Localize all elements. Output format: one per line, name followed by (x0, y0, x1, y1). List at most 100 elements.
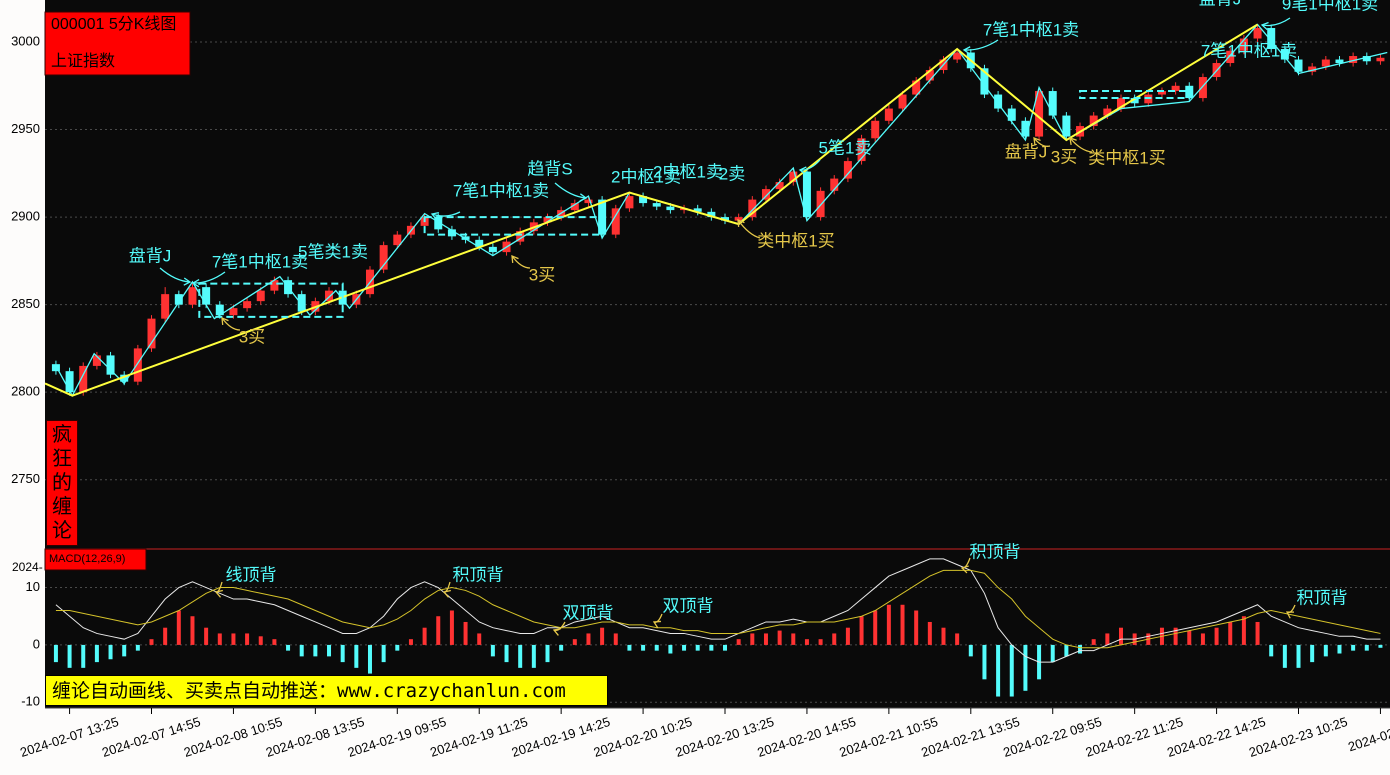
macd-bar (1364, 644, 1369, 651)
annotation-arrow (221, 317, 241, 331)
annotation: 9笔1中枢1卖 (1282, 0, 1378, 13)
candle-body (980, 68, 989, 95)
annotation-arrowhead (552, 628, 561, 636)
candle-body (147, 318, 156, 349)
plot-background (45, 0, 1390, 708)
candle-body (79, 365, 88, 393)
candle-body (871, 120, 880, 139)
candle-body (1294, 59, 1303, 72)
macd-bar (832, 633, 837, 645)
macd-bar (927, 621, 932, 645)
pivot-box (198, 282, 344, 318)
macd-bar (1091, 639, 1096, 645)
candle-body (611, 208, 620, 235)
candle-body (1239, 38, 1248, 51)
title-box (44, 11, 191, 76)
candle-body (65, 371, 74, 393)
annotation: 7笔1中枢1卖 (1201, 41, 1297, 60)
pivot-box (1079, 90, 1191, 100)
annotation-arrowhead (798, 166, 807, 175)
candle-body (270, 280, 279, 291)
macd-bar (600, 627, 605, 645)
macd-title-box (44, 548, 147, 571)
candle-body (379, 245, 388, 270)
macd-bar (709, 644, 714, 651)
macd-bar (299, 644, 304, 657)
annotation-arrow (1069, 137, 1093, 153)
macd-bar (1050, 644, 1055, 663)
macd-bar (518, 644, 523, 668)
macd-bar (1310, 644, 1315, 663)
candle-body (488, 246, 497, 253)
candle-body (1171, 85, 1180, 92)
candle-body (1089, 115, 1098, 127)
macd-bar (1255, 621, 1260, 645)
candle-body (925, 70, 934, 81)
macd-bar (1378, 644, 1383, 648)
candle-body (625, 196, 634, 209)
macd-bar (559, 644, 564, 651)
macd-bar (914, 610, 919, 645)
macd-bar (381, 644, 386, 663)
annotation-arrow (737, 219, 761, 239)
candle-body (1321, 59, 1330, 67)
macd-bar (1200, 633, 1205, 645)
macd-bar (176, 610, 181, 645)
macd-annotation: 双顶背 (663, 596, 714, 615)
y-tick-label: 3000 (11, 33, 40, 48)
watermark: 疯狂的缠论 (46, 420, 78, 546)
macd-bar (1078, 644, 1083, 654)
macd-bar (1105, 633, 1110, 645)
macd-bar (1214, 627, 1219, 645)
annotation-arrowhead (737, 218, 745, 228)
macd-bar (1282, 644, 1287, 668)
macd-bar (1228, 621, 1233, 645)
chart-title: 000001 5分K线图 (51, 15, 176, 33)
candle-body (516, 231, 525, 242)
y-tick-label: -10 (21, 694, 40, 709)
macd-bar (886, 604, 891, 645)
candle-body (1048, 91, 1057, 116)
macd-bar (108, 644, 113, 660)
macd-bar (1173, 627, 1178, 645)
candle-body (802, 171, 811, 218)
macd-bar (682, 644, 687, 651)
macd-bar (900, 604, 905, 645)
macd-bar (845, 627, 850, 645)
candle-body (666, 206, 675, 211)
macd-bar (217, 633, 222, 645)
macd-bar (1023, 644, 1028, 691)
annotation: 3买 (529, 265, 555, 284)
macd-bar (163, 627, 168, 645)
macd-annotation: 双顶背 (563, 603, 614, 622)
macd-bar (1323, 644, 1328, 657)
macd-bar (395, 644, 400, 651)
candle-body (543, 217, 552, 223)
macd-bar (422, 627, 427, 645)
candle-body (1062, 115, 1071, 137)
annotation-arrowhead (1069, 137, 1077, 146)
macd-bar (572, 639, 577, 645)
candle-body (1267, 28, 1276, 50)
macd-bar (968, 644, 973, 657)
macd-bar (436, 616, 441, 645)
candle-body (775, 182, 784, 190)
annotation: 2中枢1卖 (653, 162, 723, 181)
annotation-arrowhead (183, 277, 192, 286)
annotation-arrow (799, 159, 821, 171)
candle-body (1308, 66, 1317, 72)
annotation-arrowhead (579, 193, 588, 202)
candle-body (188, 287, 197, 305)
candle-body (51, 364, 60, 372)
annotation-arrowhead (191, 279, 200, 288)
candle-body (953, 52, 962, 60)
macd-bar (654, 644, 659, 651)
candle-body (1280, 49, 1289, 60)
macd-bar (1296, 644, 1301, 668)
y-tick-label: 10 (26, 579, 40, 594)
annotation-arrow (192, 271, 226, 284)
macd-bar (641, 644, 646, 651)
x-tick-label: 2024-02-23 (1346, 720, 1390, 755)
candle-body (748, 199, 757, 218)
candle-body (570, 203, 579, 211)
